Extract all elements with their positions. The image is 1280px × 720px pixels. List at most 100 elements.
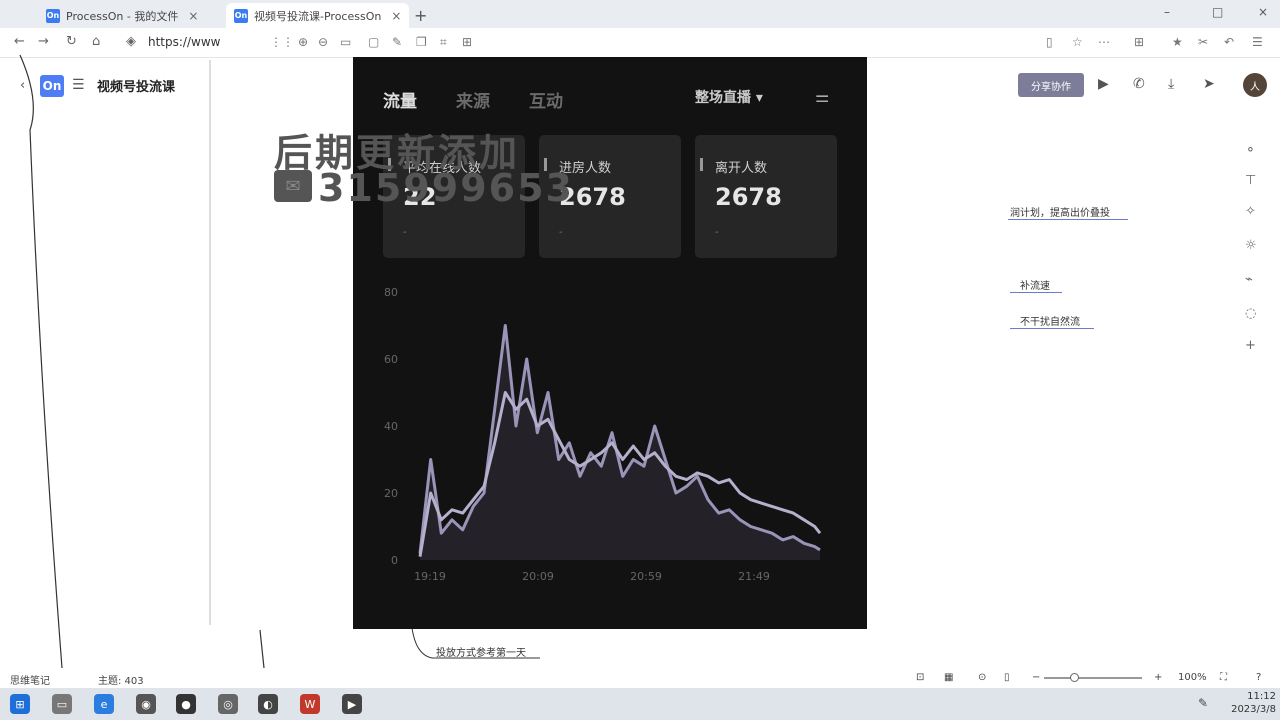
home-icon[interactable]: ⌂ [92, 34, 101, 49]
zoom-slider[interactable] [1044, 677, 1142, 679]
back-icon[interactable]: ← [14, 34, 25, 49]
browser-tab-strip: On ProcessOn - 我的文件 × On 视频号投流课-ProcessO… [0, 0, 1280, 28]
notes-label[interactable]: 思维笔记 [10, 676, 50, 687]
edge-icon[interactable]: e [94, 694, 114, 714]
url-input[interactable]: https://www [148, 35, 221, 49]
camera-icon[interactable]: ● [176, 694, 196, 714]
apps-icon[interactable]: ⋮⋮ [270, 35, 294, 49]
zoom-level: 100% [1178, 672, 1207, 683]
help-icon[interactable]: ? [1256, 672, 1262, 683]
media-icon[interactable]: ▶ [342, 694, 362, 714]
chat-icon[interactable]: ◐ [258, 694, 278, 714]
fullscreen-icon[interactable]: ⛶ [1220, 672, 1227, 683]
reading-icon[interactable]: ▯ [1046, 35, 1053, 49]
zoom-in-icon[interactable]: ⊕ [298, 35, 309, 49]
processon-logo[interactable]: On [40, 75, 64, 97]
folder-icon[interactable]: ▢ [368, 35, 380, 49]
session-dropdown[interactable]: 整场直播 ▾ [695, 90, 763, 106]
x-tick-label: 21:49 [738, 570, 770, 583]
structure-icon[interactable]: ⊤ [1245, 173, 1257, 188]
app-icon[interactable]: ◉ [136, 694, 156, 714]
menu-icon[interactable]: ☰ [72, 77, 85, 93]
new-tab-button[interactable]: + [414, 6, 428, 25]
send-icon[interactable]: ➤ [1203, 76, 1215, 92]
mindmap-node[interactable]: 投放方式参考第一天 [436, 648, 526, 659]
download-icon[interactable]: ⤓ [1168, 76, 1175, 92]
close-icon[interactable]: × [391, 8, 402, 23]
copy-icon[interactable]: ❐ [416, 35, 427, 49]
phone-icon[interactable]: ✆ [1133, 76, 1145, 92]
style-icon[interactable]: ✧ [1245, 204, 1256, 219]
shield-icon[interactable]: ◈ [126, 34, 136, 49]
locate-icon[interactable]: ⊙ [978, 672, 987, 683]
node-underline [1010, 328, 1094, 329]
metric-card-exits: 离开人数 2678 - [695, 135, 837, 258]
metric-card-avg-online: 平均在线人数 22 - [383, 135, 525, 258]
present-icon[interactable]: ▶ [1098, 76, 1109, 92]
star-icon[interactable]: ☆ [1072, 35, 1083, 49]
crop-icon[interactable]: ⌗ [440, 35, 447, 49]
close-window-button[interactable]: × [1258, 5, 1269, 19]
sun-icon[interactable]: ☼ [1245, 238, 1257, 253]
maximize-button[interactable]: □ [1212, 5, 1224, 19]
minimize-button[interactable]: – [1164, 5, 1170, 19]
forward-icon[interactable]: → [38, 34, 49, 49]
reload-icon[interactable]: ↻ [66, 34, 77, 49]
map-icon[interactable]: ▦ [944, 672, 954, 683]
brush-icon[interactable]: ⌁ [1245, 272, 1253, 287]
browser-icon[interactable]: ◎ [218, 694, 238, 714]
menu-icon[interactable]: ☰ [1252, 35, 1263, 49]
mindmap-node[interactable]: 不干扰自然流 [1020, 317, 1080, 328]
close-icon[interactable]: × [188, 8, 199, 23]
screenshot-icon[interactable]: ▭ [340, 35, 352, 49]
avatar[interactable]: 人 [1243, 73, 1267, 97]
mindmap-node[interactable]: 补流速 [1020, 281, 1050, 292]
zoom-out-icon[interactable]: ⊖ [318, 35, 329, 49]
favorites-icon[interactable]: ★ [1172, 35, 1183, 49]
metric-sub: - [559, 227, 563, 238]
edit-icon[interactable]: ✎ [392, 35, 403, 49]
metric-sub: - [715, 227, 719, 238]
mindmap-node[interactable]: 润计划，提高出价叠投 [1010, 208, 1110, 219]
connector-icon[interactable]: ⚬ [1245, 143, 1256, 158]
card-marker [544, 158, 547, 171]
document-title[interactable]: 视频号投流课 [97, 80, 176, 95]
watermark-number: 315999653 [318, 166, 574, 210]
watermark-text: 后期更新添加 [274, 131, 521, 175]
traffic-line-chart: 0 20 40 60 80 19:19 20:09 20:59 21:49 [384, 286, 822, 583]
zoom-out-button[interactable]: − [1032, 672, 1041, 683]
metric-value: 2678 [559, 183, 626, 211]
tab-source[interactable]: 来源 [456, 92, 490, 112]
pen-icon[interactable]: ✎ [1198, 696, 1209, 710]
theme-icon[interactable]: ◌ [1245, 306, 1257, 321]
tab-video-course[interactable]: On 视频号投流课-ProcessOn × [226, 3, 410, 28]
clock-time: 11:12 [1247, 691, 1276, 702]
book-icon[interactable]: ▯ [1004, 672, 1010, 683]
tab-processon-files[interactable]: On ProcessOn - 我的文件 × [38, 3, 206, 28]
dropdown-label: 整场直播 [695, 90, 751, 106]
wps-icon[interactable]: W [300, 694, 320, 714]
metric-value: 2678 [715, 183, 782, 211]
tab-interaction[interactable]: 互动 [529, 92, 563, 112]
undo-icon[interactable]: ↶ [1224, 35, 1235, 49]
fit-icon[interactable]: ⊡ [916, 672, 925, 683]
tab-traffic[interactable]: 流量 [383, 92, 417, 112]
more-icon[interactable]: ⋯ [1098, 35, 1110, 49]
back-arrow-icon[interactable]: ‹ [20, 78, 26, 93]
zoom-slider-knob[interactable] [1070, 673, 1079, 682]
add-icon[interactable]: + [1245, 338, 1256, 353]
cut-icon[interactable]: ✂ [1198, 35, 1209, 49]
share-button[interactable]: 分享协作 [1018, 73, 1084, 97]
windows-start-icon[interactable]: ⊞ [10, 694, 30, 714]
metric-label: 进房人数 [559, 161, 612, 176]
processon-favicon: On [46, 8, 60, 23]
translate-icon[interactable]: ⊞ [462, 35, 473, 49]
x-tick-label: 20:59 [630, 570, 662, 583]
video-overlay[interactable]: 流量 来源 互动 整场直播 ▾ ⚌ 平均在线人数 22 - 进房人数 2678 … [353, 57, 867, 629]
zoom-in-button[interactable]: + [1154, 672, 1163, 683]
taskview-icon[interactable]: ▭ [52, 694, 72, 714]
filter-icon[interactable]: ⚌ [815, 87, 830, 106]
metric-label: 平均在线人数 [403, 161, 482, 176]
extensions-icon[interactable]: ⊞ [1134, 35, 1145, 49]
